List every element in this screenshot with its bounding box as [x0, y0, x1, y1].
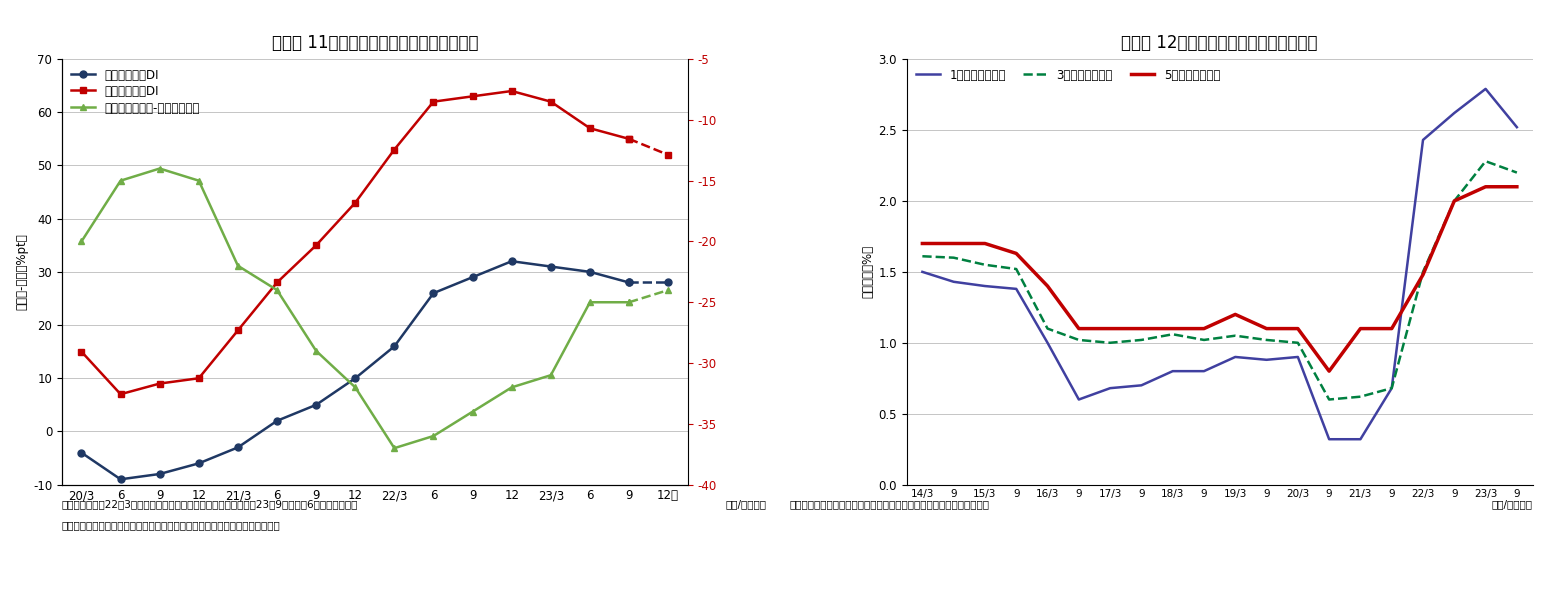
5年後（平均値） [1164, 325, 1183, 332]
3年後（平均値） [1382, 385, 1401, 392]
1年後（平均値） [975, 282, 994, 290]
1年後（平均値） [1164, 368, 1183, 375]
3年後（平均値） [1288, 339, 1307, 346]
3年後（平均値） [1257, 336, 1276, 343]
1年後（平均値） [1101, 385, 1119, 392]
Text: （資料）日本銀行「全国企業短期経済観測調査」よりニッセイ基礎研究所作成: （資料）日本銀行「全国企業短期経済観測調査」よりニッセイ基礎研究所作成 [62, 520, 280, 530]
1年後（平均値） [1477, 85, 1495, 92]
3年後（平均値） [975, 261, 994, 268]
3年後（平均値） [1164, 331, 1183, 338]
Text: （年/月調査）: （年/月調査） [726, 499, 766, 509]
3年後（平均値） [1101, 339, 1119, 346]
1年後（平均値） [913, 268, 932, 275]
Y-axis label: （上昇-下落・%pt）: （上昇-下落・%pt） [15, 233, 29, 310]
3年後（平均値） [1444, 197, 1463, 204]
1年後（平均値） [1508, 124, 1526, 131]
5年後（平均値） [913, 240, 932, 247]
1年後（平均値） [1195, 368, 1214, 375]
1年後（平均値） [1382, 385, 1401, 392]
3年後（平均値） [1320, 396, 1339, 403]
5年後（平均値） [1351, 325, 1370, 332]
Legend: 販売価格判断DI, 仕入価格判断DI, マージン（販売-仕入・右軸）: 販売価格判断DI, 仕入価格判断DI, マージン（販売-仕入・右軸） [68, 65, 203, 118]
5年後（平均値） [1195, 325, 1214, 332]
Text: （注）全規模全産業　（資料）日本銀行「全国企業短期経済観測調査」: （注）全規模全産業 （資料）日本銀行「全国企業短期経済観測調査」 [789, 499, 989, 509]
3年後（平均値） [1006, 265, 1025, 272]
Text: （年/月調査）: （年/月調査） [1492, 499, 1533, 509]
5年後（平均値） [1320, 368, 1339, 375]
Line: 3年後（平均値）: 3年後（平均値） [923, 161, 1517, 400]
1年後（平均値） [1039, 339, 1057, 346]
5年後（平均値） [1132, 325, 1150, 332]
3年後（平均値） [1351, 393, 1370, 400]
5年後（平均値） [1382, 325, 1401, 332]
1年後（平均値） [1444, 109, 1463, 116]
1年後（平均値） [1006, 285, 1025, 293]
5年後（平均値） [944, 240, 963, 247]
3年後（平均値） [1508, 169, 1526, 176]
Text: （注）全規模。22年3月調査以降は調査対象見直し後の新ベース。23年9月の値は6月時点の先行き: （注）全規模。22年3月調査以降は調査対象見直し後の新ベース。23年9月の値は6… [62, 499, 358, 509]
3年後（平均値） [913, 253, 932, 260]
5年後（平均値） [1508, 183, 1526, 190]
1年後（平均値） [1351, 436, 1370, 443]
Legend: 1年後（平均値）, 3年後（平均値）, 5年後（平均値）: 1年後（平均値）, 3年後（平均値）, 5年後（平均値） [913, 65, 1223, 85]
1年後（平均値） [1257, 356, 1276, 363]
3年後（平均値） [1477, 158, 1495, 165]
3年後（平均値） [1195, 336, 1214, 343]
5年後（平均値） [1477, 183, 1495, 190]
5年後（平均値） [1070, 325, 1088, 332]
1年後（平均値） [1132, 382, 1150, 389]
1年後（平均値） [1320, 436, 1339, 443]
3年後（平均値） [944, 254, 963, 261]
5年後（平均値） [1039, 282, 1057, 290]
5年後（平均値） [1288, 325, 1307, 332]
1年後（平均値） [1226, 353, 1245, 361]
Line: 1年後（平均値）: 1年後（平均値） [923, 89, 1517, 439]
Line: 5年後（平均値）: 5年後（平均値） [923, 187, 1517, 371]
5年後（平均値） [1257, 325, 1276, 332]
5年後（平均値） [975, 240, 994, 247]
3年後（平均値） [1226, 332, 1245, 339]
1年後（平均値） [1413, 137, 1432, 144]
3年後（平均値） [1132, 336, 1150, 343]
Title: （図表 11）仕入・販売価格ＤＩ（全規模）: （図表 11）仕入・販売価格ＤＩ（全規模） [271, 34, 478, 52]
Title: （図表 12）企業の物価見通し（全規模）: （図表 12）企業の物価見通し（全規模） [1121, 34, 1317, 52]
1年後（平均値） [1070, 396, 1088, 403]
5年後（平均値） [1413, 271, 1432, 278]
Y-axis label: （前年比：%）: （前年比：%） [861, 245, 875, 298]
1年後（平均値） [944, 278, 963, 285]
5年後（平均値） [1006, 250, 1025, 257]
3年後（平均値） [1070, 336, 1088, 343]
3年後（平均値） [1039, 325, 1057, 332]
5年後（平均値） [1444, 197, 1463, 204]
5年後（平均値） [1101, 325, 1119, 332]
1年後（平均値） [1288, 353, 1307, 361]
3年後（平均値） [1413, 268, 1432, 275]
5年後（平均値） [1226, 311, 1245, 318]
